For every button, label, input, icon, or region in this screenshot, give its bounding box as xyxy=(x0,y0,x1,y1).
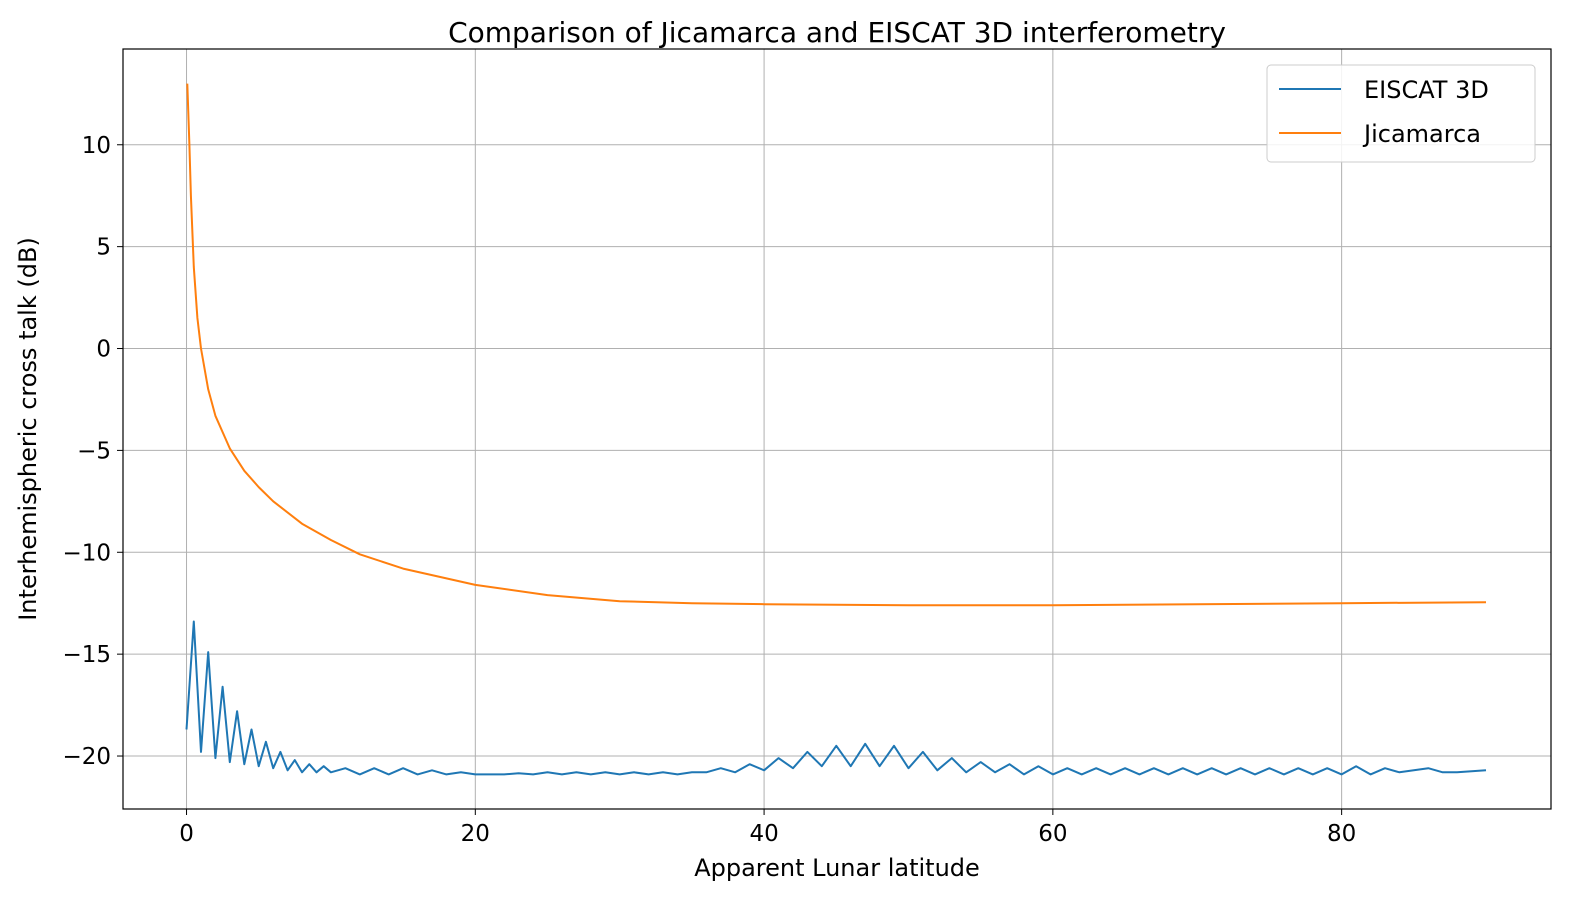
series-line-jicamarca xyxy=(186,83,1487,607)
y-tick-label: 0 xyxy=(96,337,111,363)
x-tick-label: 20 xyxy=(461,821,490,847)
y-tick-label: −5 xyxy=(77,438,111,464)
x-axis-label: Apparent Lunar latitude xyxy=(694,854,980,882)
grid xyxy=(123,49,1551,809)
x-tick-label: 40 xyxy=(749,821,778,847)
y-axis: 10 5 0 −5 −10 −15 −20 xyxy=(62,133,123,770)
y-tick-label: −10 xyxy=(62,540,111,566)
legend-label-eiscat-3d: EISCAT 3D xyxy=(1364,76,1489,104)
x-axis: 0 20 40 60 80 xyxy=(179,809,1356,847)
series-line-eiscat-3d xyxy=(185,620,1487,776)
plot-frame xyxy=(122,48,1552,810)
chart-title: Comparison of Jicamarca and EISCAT 3D in… xyxy=(448,16,1226,49)
x-tick-label: 60 xyxy=(1038,821,1067,847)
y-tick-label: −15 xyxy=(62,642,111,668)
y-axis-label: Interhemispheric cross talk (dB) xyxy=(14,237,42,621)
x-tick-label: 80 xyxy=(1327,821,1356,847)
x-tick-label: 0 xyxy=(179,821,194,847)
series-layer xyxy=(185,83,1487,776)
y-tick-label: 10 xyxy=(82,133,111,159)
y-tick-label: 5 xyxy=(96,235,111,261)
legend-label-jicamarca: Jicamarca xyxy=(1362,120,1481,148)
legend: EISCAT 3D Jicamarca xyxy=(1266,64,1536,163)
y-tick-label: −20 xyxy=(62,744,111,770)
